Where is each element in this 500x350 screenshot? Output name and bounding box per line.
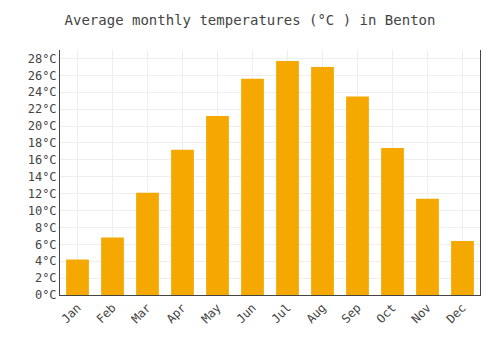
svg-text:6°C: 6°C (35, 238, 57, 252)
svg-text:Mar: Mar (129, 301, 154, 326)
svg-text:0°C: 0°C (35, 288, 57, 302)
svg-text:12°C: 12°C (28, 187, 57, 201)
svg-text:24°C: 24°C (28, 85, 57, 99)
svg-text:8°C: 8°C (35, 221, 57, 235)
svg-text:Average monthly temperatures (: Average monthly temperatures (°C ) in Be… (65, 12, 436, 28)
svg-text:14°C: 14°C (28, 170, 57, 184)
svg-text:28°C: 28°C (28, 52, 57, 66)
svg-text:Oct: Oct (374, 301, 399, 326)
svg-text:Dec: Dec (444, 301, 469, 326)
svg-text:Apr: Apr (164, 301, 189, 326)
svg-text:20°C: 20°C (28, 119, 57, 133)
svg-text:May: May (199, 301, 224, 326)
svg-text:Jul: Jul (269, 301, 294, 326)
svg-text:Nov: Nov (409, 301, 434, 326)
svg-text:26°C: 26°C (28, 69, 57, 83)
svg-text:Jun: Jun (234, 301, 259, 326)
svg-text:Sep: Sep (339, 301, 364, 326)
svg-text:4°C: 4°C (35, 254, 57, 268)
svg-text:16°C: 16°C (28, 153, 57, 167)
svg-text:Feb: Feb (94, 301, 119, 326)
svg-text:10°C: 10°C (28, 204, 57, 218)
svg-text:18°C: 18°C (28, 136, 57, 150)
svg-text:Aug: Aug (304, 301, 329, 326)
svg-text:22°C: 22°C (28, 102, 57, 116)
svg-text:2°C: 2°C (35, 271, 57, 285)
svg-text:Jan: Jan (59, 301, 84, 326)
